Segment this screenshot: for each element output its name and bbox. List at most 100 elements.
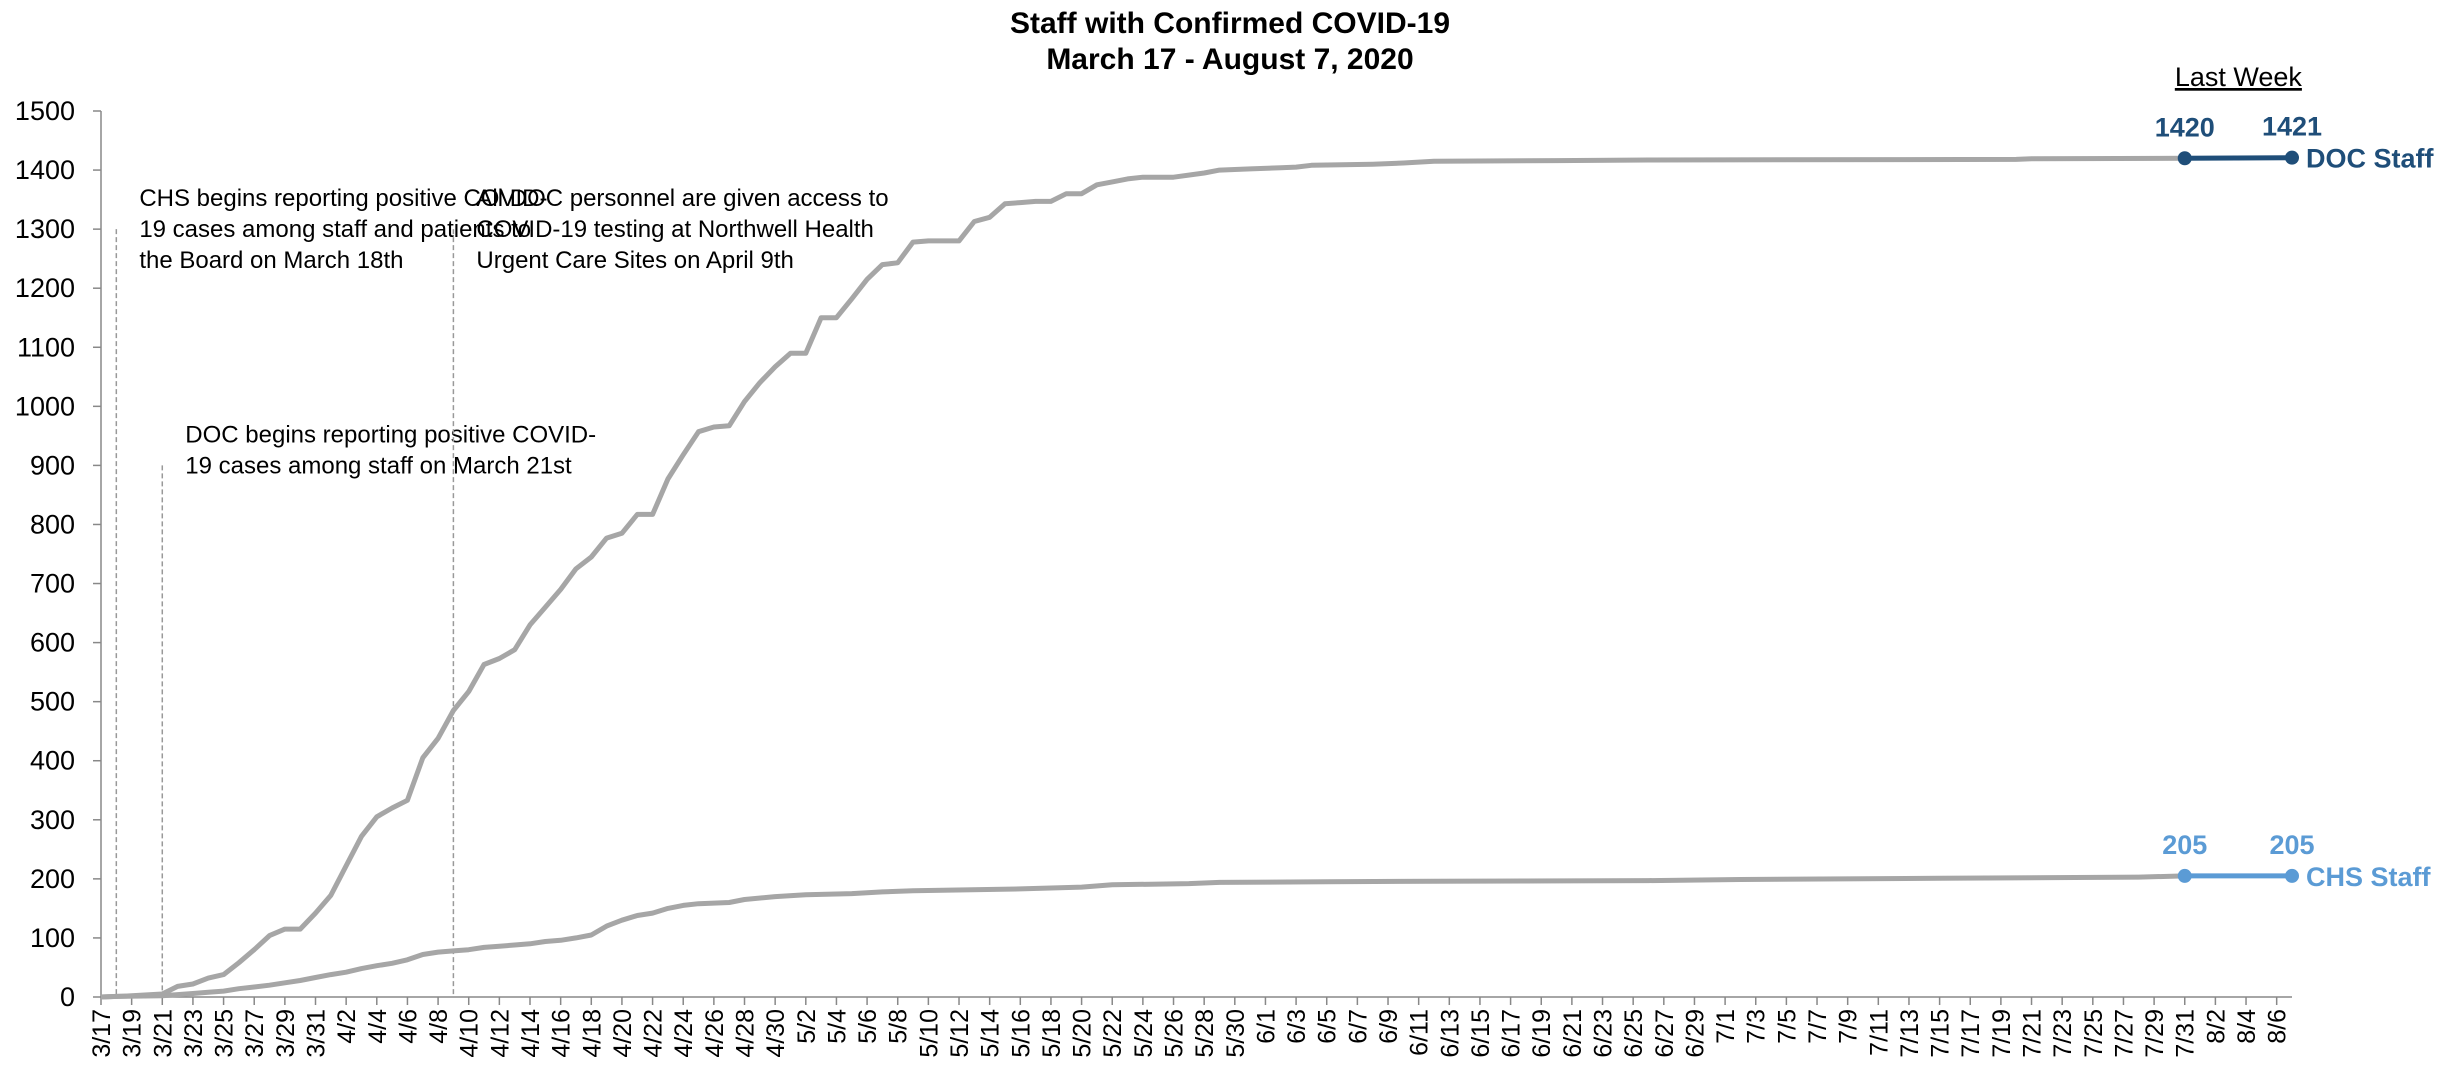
- x-tick-label: 3/31: [303, 1009, 331, 1058]
- y-tick-label: 1300: [15, 214, 75, 244]
- x-tick-label: 8/4: [2233, 1009, 2261, 1044]
- x-tick-label: 3/19: [119, 1009, 147, 1058]
- y-tick-label: 1200: [15, 273, 75, 303]
- x-tick-label: 6/17: [1498, 1009, 1526, 1058]
- y-tick-label: 1500: [15, 96, 75, 126]
- x-tick-label: 7/17: [1957, 1009, 1985, 1058]
- annotation-text-line: the Board on March 18th: [139, 247, 403, 274]
- y-tick-label: 100: [30, 923, 75, 953]
- x-tick-label: 6/23: [1590, 1009, 1618, 1058]
- x-tick-label: 5/26: [1161, 1009, 1189, 1058]
- x-tick-label: 4/14: [517, 1009, 545, 1058]
- x-tick-label: 3/23: [180, 1009, 208, 1058]
- x-tick-label: 7/27: [2110, 1009, 2138, 1058]
- annotation-text-line: 19 cases among staff and patients to: [139, 216, 531, 243]
- y-tick-label: 700: [30, 569, 75, 599]
- x-tick-label: 7/31: [2172, 1009, 2200, 1058]
- y-tick-label: 200: [30, 864, 75, 894]
- x-tick-label: 5/14: [977, 1009, 1005, 1058]
- x-tick-label: 4/8: [425, 1009, 453, 1044]
- x-tick-label: 3/29: [272, 1009, 300, 1058]
- x-tick-label: 7/1: [1712, 1009, 1740, 1044]
- y-tick-label: 1400: [15, 155, 75, 185]
- annotation-text-line: 19 cases among staff on March 21st: [185, 452, 572, 479]
- x-tick-label: 6/9: [1375, 1009, 1403, 1044]
- x-tick-label: 7/9: [1835, 1009, 1863, 1044]
- x-tick-label: 6/21: [1559, 1009, 1587, 1058]
- x-tick-label: 5/22: [1099, 1009, 1127, 1058]
- last-week-point: [2177, 151, 2192, 166]
- x-tick-label: 4/16: [548, 1009, 576, 1058]
- x-tick-label: 7/11: [1865, 1009, 1893, 1056]
- x-tick-label: 6/19: [1528, 1009, 1556, 1058]
- x-tick-label: 4/26: [701, 1009, 729, 1058]
- x-tick-label: 7/3: [1743, 1009, 1771, 1044]
- x-tick-label: 6/1: [1252, 1009, 1280, 1044]
- x-tick-label: 5/18: [1038, 1009, 1066, 1058]
- x-tick-label: 5/20: [1069, 1009, 1097, 1058]
- annotation-text-line: DOC begins reporting positive COVID-: [185, 421, 596, 448]
- x-tick-label: 6/27: [1651, 1009, 1679, 1058]
- x-tick-label: 5/8: [885, 1009, 913, 1044]
- series-line-chs-staff: [100, 873, 2185, 1000]
- x-tick-label: 5/30: [1222, 1009, 1250, 1058]
- y-tick-label: 600: [30, 628, 75, 658]
- annotations: CHS begins reporting positive COVID- 19 c…: [115, 185, 889, 997]
- y-tick-label: 0: [60, 982, 75, 1012]
- data-label: 1421: [2262, 112, 2322, 142]
- annotation-text-line: CHS begins reporting positive COVID-: [139, 185, 547, 212]
- y-tick-label: 400: [30, 746, 75, 776]
- x-tick-label: 4/4: [364, 1009, 392, 1044]
- annotation-text: CHS begins reporting positive COVID- 19 c…: [139, 185, 547, 274]
- last-week-point: [2285, 150, 2299, 165]
- x-tick-label: 4/12: [486, 1009, 514, 1058]
- annotation-text-line: All DOC personnel are given access to: [476, 185, 888, 212]
- axes: 0 100 200 300 400 500 600 700 800 900 1000 1100 1200…: [15, 96, 2292, 1058]
- x-tick-label: 5/16: [1007, 1009, 1035, 1058]
- x-tick-label: 7/13: [1896, 1009, 1924, 1058]
- last-week-point: [2177, 868, 2192, 883]
- x-tick-label: 4/6: [394, 1009, 422, 1044]
- x-tick-label: 3/27: [241, 1009, 269, 1058]
- x-tick-label: 5/6: [854, 1009, 882, 1044]
- x-tick-label: 3/25: [211, 1009, 239, 1058]
- x-tick-label: 8/2: [2202, 1009, 2230, 1044]
- x-tick-label: 3/17: [88, 1009, 116, 1058]
- x-tick-label: 6/13: [1436, 1009, 1464, 1058]
- y-tick-label: 900: [30, 450, 75, 480]
- x-tick-label: 6/3: [1283, 1009, 1311, 1044]
- chart-subtitle: March 17 - August 7, 2020: [1046, 43, 1413, 76]
- x-tick-label: 5/4: [823, 1009, 851, 1044]
- series-line-doc-staff: [100, 155, 2185, 1000]
- x-tick-label: 6/11: [1406, 1009, 1434, 1056]
- x-tick-label: 7/29: [2141, 1009, 2169, 1058]
- x-tick-label: 6/7: [1344, 1009, 1372, 1044]
- y-tick-label: 300: [30, 805, 75, 835]
- x-tick-label: 7/19: [1988, 1009, 2016, 1058]
- x-tick-label: 6/5: [1314, 1009, 1342, 1044]
- x-tick-label: 4/20: [609, 1009, 637, 1058]
- x-tick-label: 5/28: [1191, 1009, 1219, 1058]
- series-label: CHS Staff: [2306, 862, 2432, 892]
- data-label: 1420: [2155, 112, 2215, 142]
- y-tick-label: 1100: [17, 332, 75, 362]
- annotation-text: All DOC personnel are given access to COV…: [476, 185, 888, 274]
- x-tick-label: 5/12: [946, 1009, 974, 1058]
- annotation-text-line: Urgent Care Sites on April 9th: [476, 247, 793, 274]
- x-tick-label: 4/28: [732, 1009, 760, 1058]
- chart-title: Staff with Confirmed COVID-19: [1010, 7, 1450, 40]
- last-week-line: [2184, 155, 2293, 161]
- x-tick-label: 7/21: [2019, 1009, 2047, 1058]
- x-tick-label: 4/2: [333, 1009, 361, 1044]
- x-tick-label: 7/5: [1773, 1009, 1801, 1044]
- data-label: 205: [2269, 830, 2314, 860]
- last-week-point: [2285, 868, 2299, 883]
- x-tick-label: 4/22: [640, 1009, 668, 1058]
- x-tick-label: 7/23: [2049, 1009, 2077, 1058]
- x-tick-label: 6/15: [1467, 1009, 1495, 1058]
- x-tick-label: 7/15: [1927, 1009, 1955, 1058]
- x-tick-label: 8/6: [2264, 1009, 2292, 1044]
